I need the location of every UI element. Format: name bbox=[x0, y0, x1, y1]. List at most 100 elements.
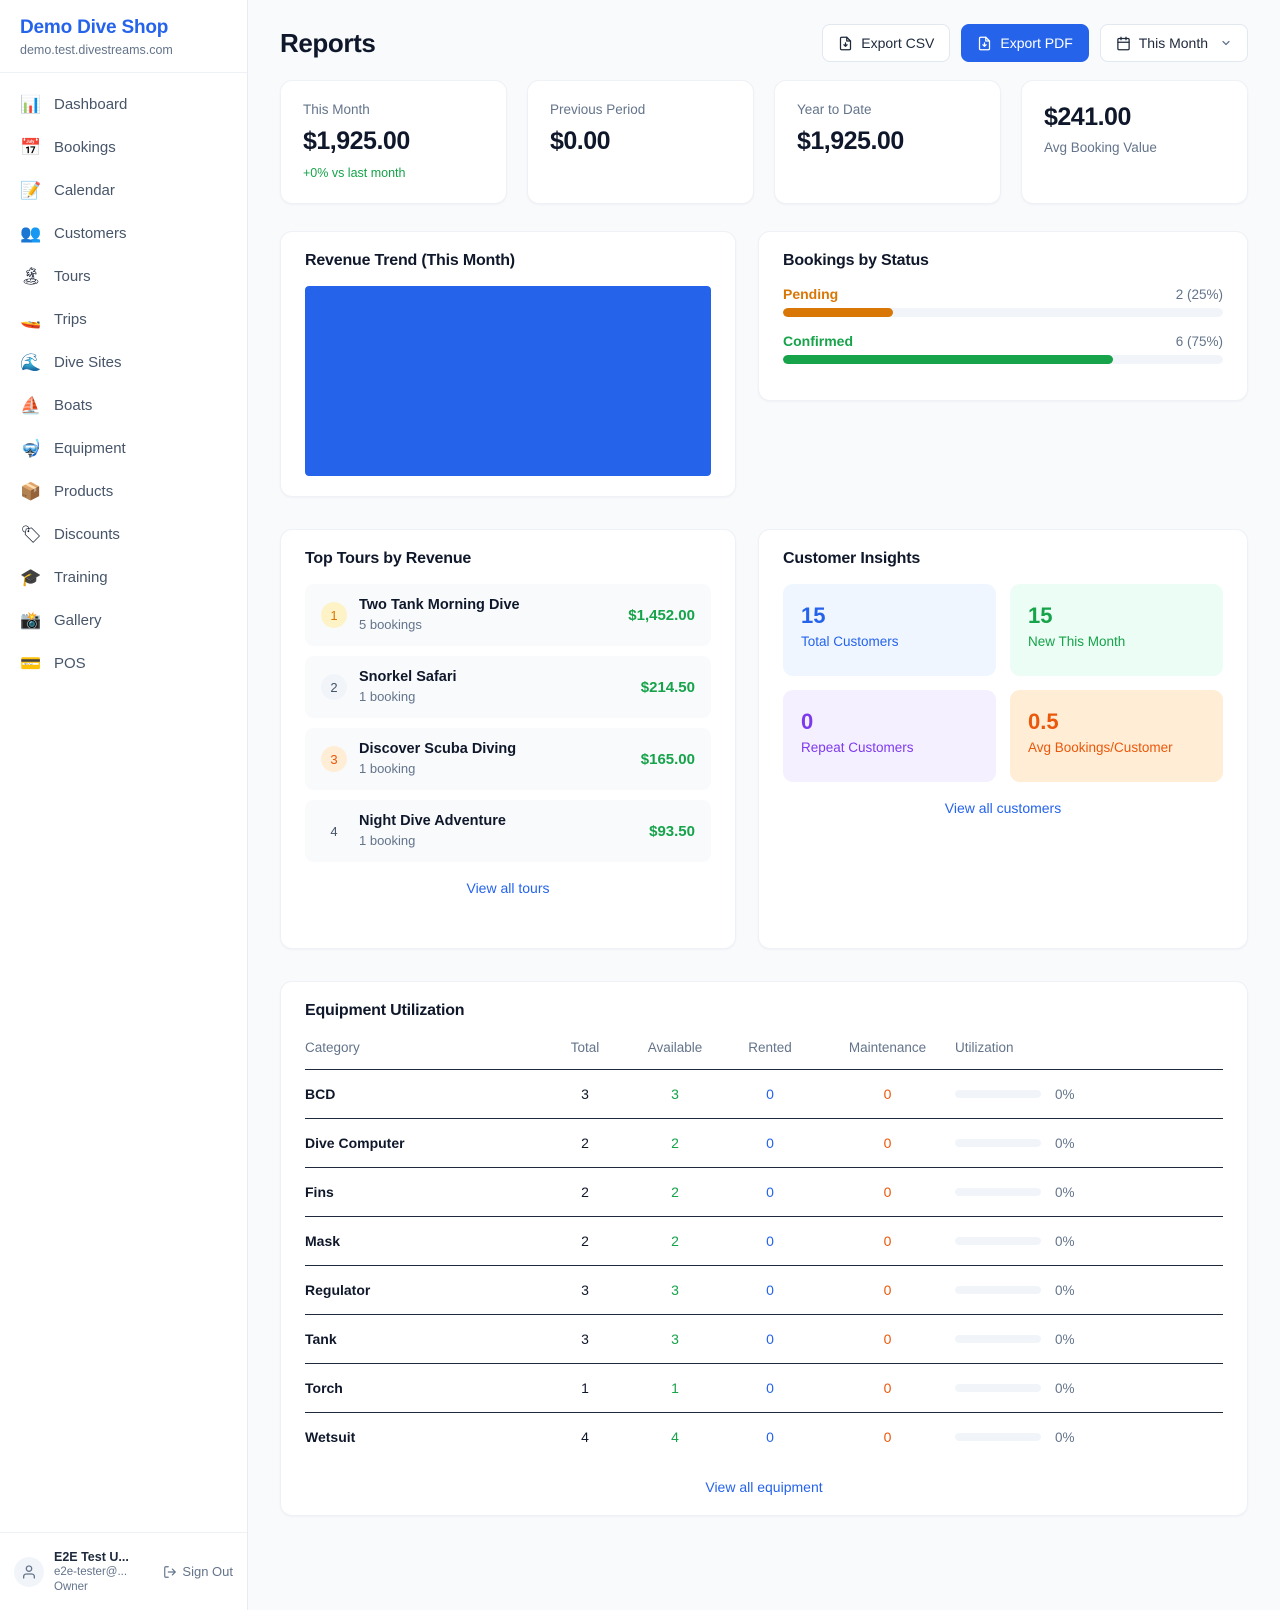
insight-card: 0 Repeat Customers bbox=[783, 690, 996, 782]
sign-out-label: Sign Out bbox=[182, 1564, 233, 1579]
sidebar-item-tours[interactable]: 🏝 Tours bbox=[0, 255, 247, 298]
revenue-trend-chart[interactable] bbox=[305, 286, 711, 476]
sidebar-item-label: Dashboard bbox=[54, 95, 128, 113]
sidebar-item-label: Tours bbox=[54, 267, 91, 285]
utilization-bar bbox=[955, 1090, 1041, 1098]
utilization-bar bbox=[955, 1335, 1041, 1343]
utilization-bar bbox=[955, 1286, 1041, 1294]
period-select[interactable]: This Month bbox=[1099, 24, 1248, 62]
bookings-status-title: Bookings by Status bbox=[783, 252, 929, 269]
tour-row[interactable]: 1 Two Tank Morning Dive 5 bookings $1,452.0… bbox=[305, 584, 711, 646]
sidebar-item-equipment[interactable]: 🤿 Equipment bbox=[0, 427, 247, 470]
wave-icon: 🌊 bbox=[20, 352, 42, 373]
customer-insights-grid: 15 Total Customers 15 New This Month 0 Repeat… bbox=[783, 584, 1223, 782]
sidebar-item-calendar[interactable]: 📝 Calendar bbox=[0, 169, 247, 212]
sign-out-button[interactable]: Sign Out bbox=[163, 1564, 233, 1579]
people-icon: 👥 bbox=[20, 223, 42, 244]
tour-name: Discover Scuba Diving bbox=[359, 741, 517, 757]
user-role: Owner bbox=[54, 1580, 88, 1593]
sidebar-item-label: Gallery bbox=[54, 611, 102, 629]
tour-amount: $1,452.00 bbox=[628, 606, 695, 624]
cell-utilization: 0% bbox=[955, 1118, 1223, 1168]
main-content: Reports Export CSV Export PDF bbox=[248, 0, 1280, 1610]
revenue-trend-panel: Revenue Trend (This Month) bbox=[280, 231, 736, 497]
table-header-row: Category Total Available Rented Maintenance U… bbox=[305, 1036, 1223, 1070]
sidebar-item-dive-sites[interactable]: 🌊 Dive Sites bbox=[0, 341, 247, 384]
cell-category: Mask bbox=[305, 1216, 540, 1266]
calendar-17-icon: 📅 bbox=[20, 137, 42, 158]
tour-row[interactable]: 3 Discover Scuba Diving 1 booking $165.00 bbox=[305, 728, 711, 790]
status-count: 2 (25%) bbox=[1175, 287, 1223, 302]
cell-maintenance: 0 bbox=[820, 1069, 955, 1119]
view-all-customers-link[interactable]: View all customers bbox=[944, 800, 1062, 816]
brand-block[interactable]: Demo Dive Shop demo.test.divestreams.com bbox=[0, 0, 247, 73]
sidebar-item-customers[interactable]: 👥 Customers bbox=[0, 212, 247, 255]
utilization-percent: 0% bbox=[1055, 1282, 1075, 1298]
table-row: Regulator 3 3 0 0 0% bbox=[305, 1265, 1223, 1315]
tour-row[interactable]: 4 Night Dive Adventure 1 booking $93.50 bbox=[305, 800, 711, 862]
cell-total: 2 bbox=[540, 1118, 630, 1168]
revenue-trend-title: Revenue Trend (This Month) bbox=[305, 252, 515, 269]
tour-rank-badge: 3 bbox=[321, 746, 347, 772]
kpi-card: This Month $1,925.00 +0% vs last month bbox=[280, 80, 507, 204]
header-actions: Export CSV Export PDF This Month bbox=[822, 24, 1248, 62]
export-csv-button[interactable]: Export CSV bbox=[822, 24, 951, 62]
cell-category: Torch bbox=[305, 1363, 540, 1413]
tour-rank-badge: 4 bbox=[330, 823, 338, 839]
tour-amount: $165.00 bbox=[640, 750, 695, 768]
view-all-tours-link[interactable]: View all tours bbox=[466, 880, 550, 896]
insight-card: 15 New This Month bbox=[1010, 584, 1223, 676]
sidebar-item-label: Customers bbox=[54, 224, 127, 242]
calendar-icon bbox=[1117, 36, 1130, 50]
export-pdf-button[interactable]: Export PDF bbox=[961, 24, 1089, 62]
utilization-bar bbox=[955, 1384, 1041, 1392]
insight-value: 15 bbox=[1028, 603, 1053, 628]
sidebar-item-training[interactable]: 🎓 Training bbox=[0, 556, 247, 599]
sidebar-item-discounts[interactable]: 🏷 Discounts bbox=[0, 513, 247, 556]
view-all-equipment-link[interactable]: View all equipment bbox=[705, 1479, 823, 1495]
cell-utilization: 0% bbox=[955, 1069, 1223, 1119]
insight-card: 15 Total Customers bbox=[783, 584, 996, 676]
cell-total: 1 bbox=[540, 1363, 630, 1413]
bar-chart-icon: 📊 bbox=[20, 94, 42, 115]
table-row: Fins 2 2 0 0 0% bbox=[305, 1167, 1223, 1217]
sidebar-item-dashboard[interactable]: 📊 Dashboard bbox=[0, 83, 247, 126]
kpi-card: $241.00 Avg Booking Value bbox=[1021, 80, 1248, 204]
calendar-pencil-icon: 📝 bbox=[20, 180, 42, 201]
diving-mask-icon: 🤿 bbox=[20, 438, 42, 459]
sidebar-item-label: Dive Sites bbox=[54, 353, 122, 371]
sidebar-item-label: Trips bbox=[54, 310, 87, 328]
tour-row[interactable]: 2 Snorkel Safari 1 booking $214.50 bbox=[305, 656, 711, 718]
utilization-percent: 0% bbox=[1055, 1429, 1075, 1445]
insight-label: Repeat Customers bbox=[801, 740, 914, 755]
status-progress-fill bbox=[783, 355, 1113, 364]
tour-bookings: 5 bookings bbox=[359, 617, 422, 632]
cell-total: 3 bbox=[540, 1314, 630, 1364]
status-name: Confirmed bbox=[783, 333, 853, 349]
cell-total: 3 bbox=[540, 1069, 630, 1119]
table-row: Torch 1 1 0 0 0% bbox=[305, 1363, 1223, 1413]
sidebar-item-bookings[interactable]: 📅 Bookings bbox=[0, 126, 247, 169]
avatar bbox=[14, 1556, 44, 1587]
period-label: This Month bbox=[1138, 35, 1208, 51]
export-pdf-label: Export PDF bbox=[1000, 35, 1073, 51]
kpi-label: Avg Booking Value bbox=[1044, 140, 1157, 155]
sidebar-item-products[interactable]: 📦 Products bbox=[0, 470, 247, 513]
sidebar-item-label: Discounts bbox=[54, 525, 120, 543]
table-row: Mask 2 2 0 0 0% bbox=[305, 1216, 1223, 1266]
table-row: Dive Computer 2 2 0 0 0% bbox=[305, 1118, 1223, 1168]
sidebar-item-trips[interactable]: 🚤 Trips bbox=[0, 298, 247, 341]
cell-utilization: 0% bbox=[955, 1363, 1223, 1413]
sailboat-icon: ⛵ bbox=[20, 395, 42, 416]
cell-maintenance: 0 bbox=[820, 1363, 955, 1413]
sidebar-item-gallery[interactable]: 📸 Gallery bbox=[0, 599, 247, 642]
cell-utilization: 0% bbox=[955, 1216, 1223, 1266]
cell-available: 2 bbox=[630, 1216, 720, 1266]
sidebar-item-pos[interactable]: 💳 POS bbox=[0, 642, 247, 685]
cell-total: 2 bbox=[540, 1216, 630, 1266]
sidebar-item-boats[interactable]: ⛵ Boats bbox=[0, 384, 247, 427]
utilization-percent: 0% bbox=[1055, 1086, 1075, 1102]
page-title: Reports bbox=[280, 27, 376, 58]
cell-rented: 0 bbox=[720, 1314, 820, 1364]
status-progress-track bbox=[783, 308, 1223, 317]
